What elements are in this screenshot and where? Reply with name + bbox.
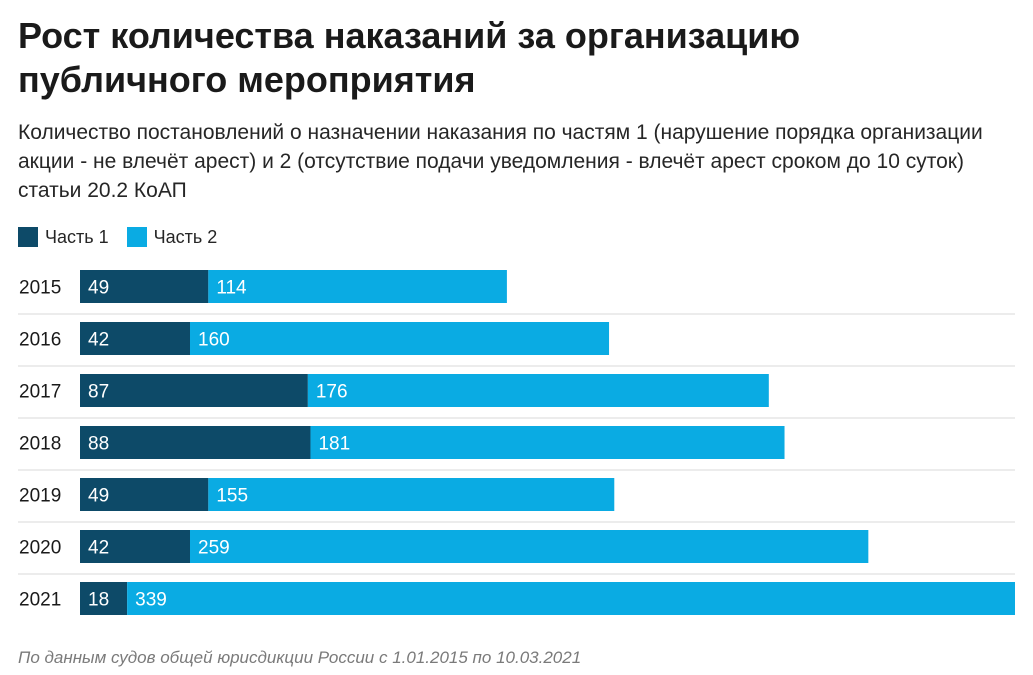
- bar-2018-part1: [80, 426, 311, 459]
- bar-row-2019: 2019 49 155: [18, 478, 1015, 523]
- bar-row-2017: 2017 87 176: [18, 374, 1015, 419]
- year-label-2020: 2020: [19, 538, 61, 559]
- bar-2016-part2: [190, 322, 610, 355]
- data-label-2015-part1: 49: [88, 278, 109, 299]
- stacked-bar-chart: 2015 49 114 2016 42 160 2017 87 176 2018 88 181 2019…: [18, 270, 1015, 615]
- year-label-2015: 2015: [19, 278, 61, 299]
- year-label-2021: 2021: [19, 590, 61, 611]
- data-label-2020-part2: 259: [198, 538, 230, 559]
- bar-2017-part2: [307, 374, 769, 407]
- bar-2019-part2: [208, 478, 615, 511]
- legend-item-part1: Часть 1: [18, 227, 109, 248]
- legend-label-part1: Часть 1: [45, 226, 109, 247]
- bar-row-2020: 2020 42 259: [18, 530, 1015, 575]
- source-footnote: По данным судов общей юрисдикции России …: [18, 648, 582, 667]
- data-label-2021-part1: 18: [88, 590, 109, 611]
- bar-2018-part2: [310, 426, 785, 459]
- data-label-2019-part2: 155: [216, 486, 248, 507]
- data-label-2015-part2: 114: [216, 278, 247, 299]
- legend-label-part2: Часть 2: [153, 226, 218, 247]
- year-label-2017: 2017: [19, 382, 61, 403]
- bar-row-2018: 2018 88 181: [18, 426, 1015, 471]
- bar-2016-part1: [80, 322, 190, 355]
- year-label-2018: 2018: [19, 434, 61, 455]
- bar-2021-part1: [80, 582, 128, 615]
- data-label-2020-part1: 42: [88, 538, 109, 559]
- bar-2021-part2: [127, 582, 1015, 615]
- data-label-2017-part1: 87: [88, 382, 109, 403]
- bar-2015-part2: [208, 270, 507, 303]
- legend-swatch-part1: [18, 227, 38, 247]
- data-label-2016-part2: 160: [198, 330, 230, 351]
- bar-2017-part1: [80, 374, 308, 407]
- bar-2020-part2: [190, 530, 869, 563]
- legend: Часть 1 Часть 2: [18, 224, 235, 250]
- data-label-2019-part1: 49: [88, 486, 109, 507]
- chart-subtitle: Количество постановлений о назначении на…: [18, 121, 983, 202]
- bar-2020-part1: [80, 530, 190, 563]
- data-label-2018-part2: 181: [318, 434, 350, 455]
- year-label-2016: 2016: [19, 330, 61, 351]
- bar-row-2016: 2016 42 160: [18, 322, 1015, 367]
- data-label-2018-part1: 88: [88, 434, 109, 455]
- bar-row-2021: 2021 18 339: [19, 582, 1015, 615]
- bar-2019-part1: [80, 478, 209, 511]
- data-label-2021-part2: 339: [135, 590, 167, 611]
- data-label-2017-part2: 176: [316, 382, 348, 403]
- bar-2015-part1: [80, 270, 209, 303]
- chart-title: Рост количества наказаний за организацию…: [18, 15, 801, 100]
- year-label-2019: 2019: [19, 486, 61, 507]
- data-label-2016-part1: 42: [88, 330, 109, 351]
- legend-item-part2: Часть 2: [126, 226, 218, 248]
- legend-swatch-part2: [126, 227, 147, 247]
- bar-row-2015: 2015 49 114: [18, 270, 1015, 315]
